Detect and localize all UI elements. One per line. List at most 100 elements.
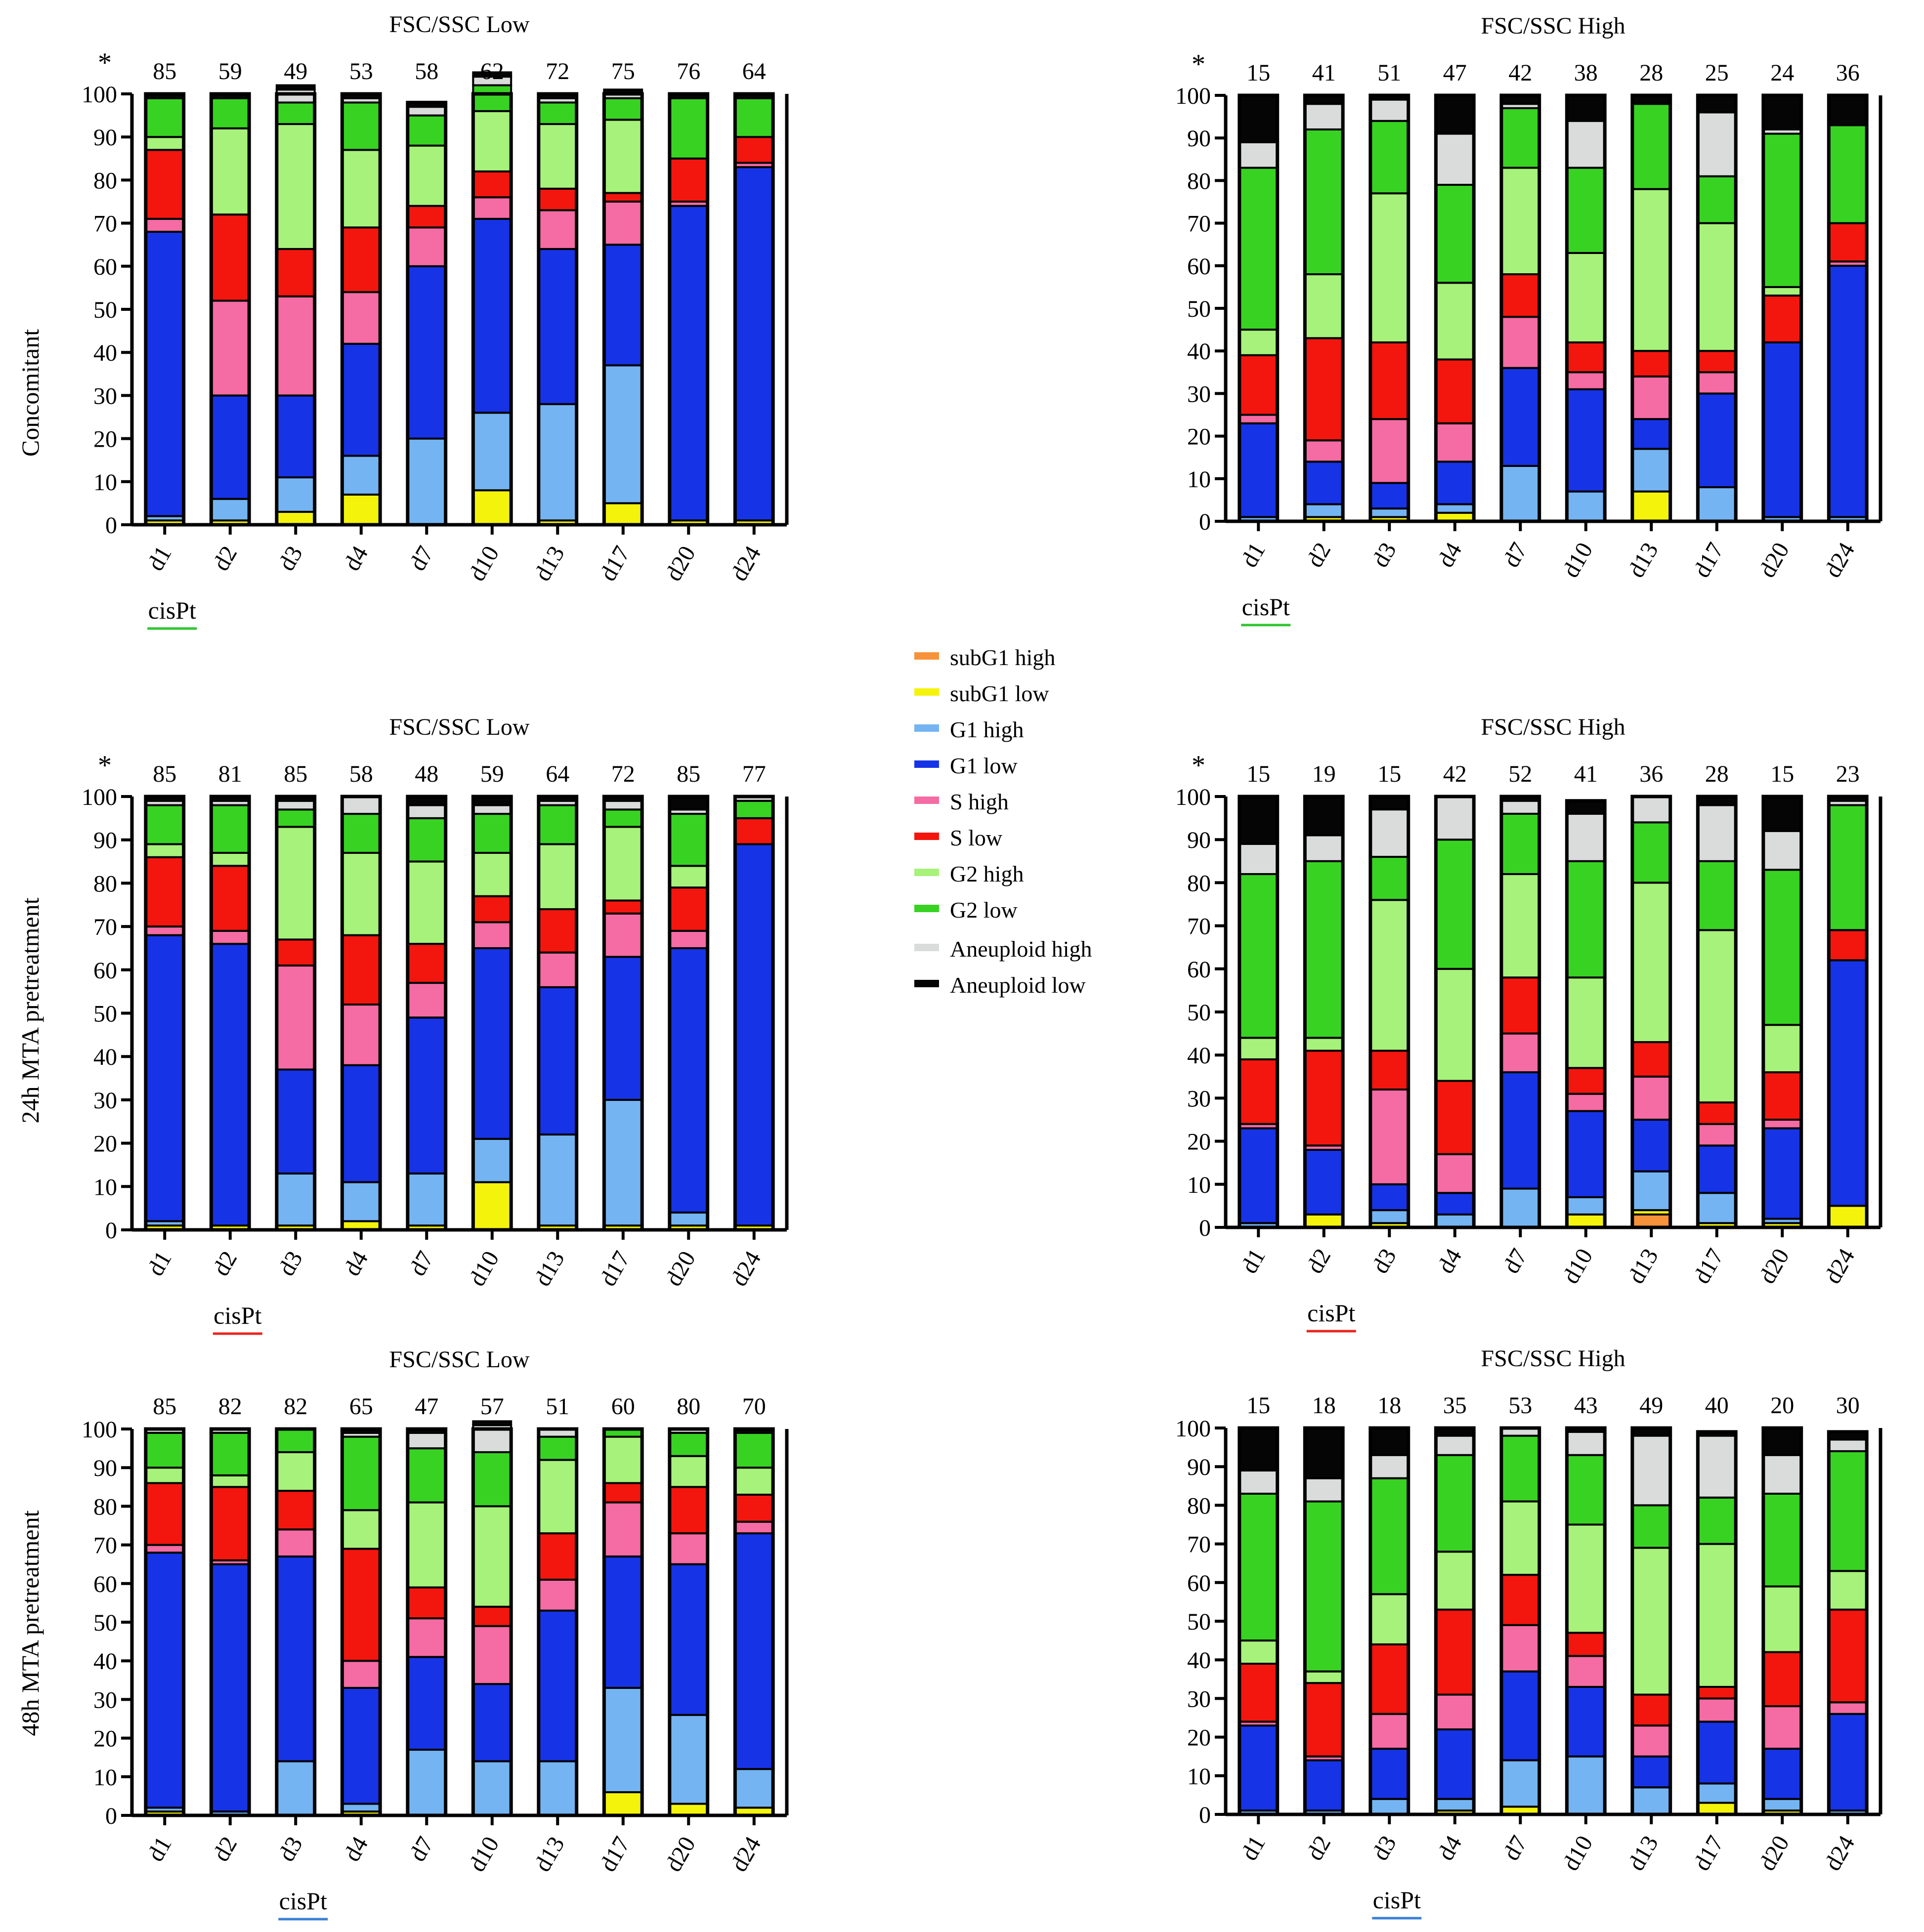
bar-segment-g2-high bbox=[1566, 252, 1606, 343]
count-label: 80 bbox=[677, 1393, 700, 1420]
bar-stack-d2 bbox=[1303, 93, 1345, 523]
bar-segment-g1-low bbox=[1304, 461, 1344, 505]
bar-segment-g1-low bbox=[1566, 388, 1606, 493]
count-label: 51 bbox=[546, 1393, 569, 1420]
x-tick-label: d2 bbox=[208, 542, 242, 575]
bar-stack-d20 bbox=[668, 1427, 710, 1817]
y-tick-label: 40 bbox=[1187, 1043, 1211, 1069]
cispt-label: cisPt bbox=[214, 1302, 261, 1329]
bar-segment-g1-low bbox=[1631, 1755, 1671, 1789]
bar-segment-g2-high bbox=[341, 852, 382, 936]
bar-segment-subg1-high bbox=[1631, 1213, 1671, 1229]
x-tick-label: d7 bbox=[1498, 1244, 1533, 1278]
y-tick-label: 60 bbox=[93, 1571, 117, 1597]
bar-segment-s-high bbox=[603, 912, 643, 958]
bar-segment-s-high bbox=[406, 982, 447, 1019]
bar-segment-g2-high bbox=[210, 127, 251, 216]
bar-segment-g2-high bbox=[472, 110, 513, 172]
bar-segment-g1-low bbox=[1631, 418, 1671, 450]
bar-segment-subg1-low bbox=[341, 493, 382, 526]
y-tick-label: 30 bbox=[1187, 381, 1211, 407]
x-tick-label: d20 bbox=[1754, 538, 1795, 582]
y-tick-label: 80 bbox=[1187, 168, 1211, 194]
bar-stack-d3 bbox=[1368, 795, 1411, 1229]
x-tick-label: d4 bbox=[339, 1832, 373, 1866]
x-tick-label: d20 bbox=[1754, 1831, 1795, 1875]
bar-segment-g1-high bbox=[1631, 1786, 1671, 1816]
x-tick-label: d3 bbox=[1367, 1244, 1402, 1278]
bar-segment-g1-low bbox=[472, 1683, 513, 1763]
x-tick-label: d10 bbox=[464, 1832, 504, 1876]
bar-segment-g2-low bbox=[1697, 860, 1737, 931]
count-label: 51 bbox=[1377, 60, 1401, 86]
count-label: 85 bbox=[153, 58, 176, 84]
x-tick-label: d2 bbox=[208, 1832, 242, 1866]
y-tick-label: 40 bbox=[1187, 1647, 1211, 1674]
bar-segment-s-high bbox=[1304, 439, 1344, 463]
bar-segment-g2-high bbox=[1369, 192, 1410, 343]
bar-segment-s-low bbox=[1566, 341, 1606, 374]
bar-segment-s-low bbox=[1828, 222, 1868, 263]
count-label: 85 bbox=[153, 1393, 176, 1420]
bar-segment-aneuploid-low bbox=[1369, 796, 1410, 811]
bar-segment-g2-low bbox=[472, 813, 513, 854]
bar-segment-g2-low bbox=[1762, 132, 1802, 288]
bar-segment-g2-high bbox=[1238, 329, 1279, 356]
bar-segment-g2-low bbox=[341, 813, 382, 854]
chart-panel-4: FSC/SSC High 0 10 20 30 40 50 60 70 80 90 100 d1 15 d2… bbox=[1175, 714, 1882, 1333]
bar-segment-s-low bbox=[1697, 1101, 1737, 1125]
bar-segment-s-high bbox=[537, 951, 578, 988]
bar-segment-g1-high bbox=[472, 1760, 513, 1817]
y-tick-label: 70 bbox=[1187, 1532, 1211, 1558]
bar-segment-g2-high bbox=[144, 136, 185, 151]
bar-segment-s-low bbox=[1697, 1685, 1737, 1700]
bar-segment-g1-high bbox=[668, 1211, 709, 1227]
legend-label-g2-low: G2 low bbox=[950, 897, 1018, 923]
bar-segment-s-high bbox=[1238, 414, 1279, 424]
y-tick-label: 70 bbox=[1187, 914, 1211, 940]
bar-segment-s-low bbox=[1435, 1608, 1475, 1696]
bar-segment-g1-high bbox=[1369, 1209, 1410, 1224]
bar-segment-s-low bbox=[1828, 929, 1868, 962]
bar-segment-g2-low bbox=[537, 1435, 578, 1461]
y-tick-label: 10 bbox=[93, 469, 117, 496]
bar-segment-s-high bbox=[210, 929, 251, 945]
bar-segment-subg1-low bbox=[472, 489, 513, 526]
bar-segment-g1-low bbox=[603, 244, 643, 367]
count-label: 81 bbox=[218, 761, 242, 787]
bar-segment-s-low bbox=[668, 886, 709, 932]
x-tick-label: d1 bbox=[1236, 1244, 1271, 1278]
bar-segment-aneuploid-low bbox=[472, 1420, 513, 1427]
bar-segment-aneuploid-high bbox=[1566, 120, 1606, 169]
bar-stack-d10 bbox=[471, 71, 513, 527]
bar-segment-subg1-low bbox=[472, 1181, 513, 1231]
bar-segment-g1-high bbox=[603, 1686, 643, 1794]
bar-segment-s-low bbox=[537, 1532, 578, 1581]
chart-title: FSC/SSC High bbox=[1481, 714, 1625, 740]
bar-stack-d1 bbox=[1238, 93, 1280, 523]
x-tick-label: d7 bbox=[404, 1832, 439, 1866]
count-label: 20 bbox=[1770, 1392, 1794, 1419]
count-label: 65 bbox=[349, 1393, 373, 1420]
bar-segment-g1-high bbox=[1697, 486, 1737, 522]
bar-stack-d2 bbox=[1303, 795, 1345, 1229]
bar-segment-g2-low bbox=[275, 101, 316, 126]
bar-segment-g1-low bbox=[210, 394, 251, 500]
bar-segment-s-low bbox=[1697, 350, 1737, 374]
bar-segment-g1-low bbox=[1435, 1192, 1475, 1216]
y-tick-label: 30 bbox=[93, 1687, 117, 1713]
y-tick-label: 40 bbox=[93, 1648, 117, 1675]
y-tick-label: 10 bbox=[93, 1174, 117, 1200]
bar-segment-g1-high bbox=[406, 1749, 447, 1817]
legend-label-g1-low: G1 low bbox=[950, 753, 1018, 778]
bar-segment-g1-high bbox=[275, 1760, 316, 1817]
bar-stack-d13 bbox=[1630, 795, 1672, 1229]
chart-panel-5: FSC/SSC Low 48h MTA pretreatment 0 10 20 30 40… bbox=[16, 1346, 789, 1921]
bar-segment-aneuploid-high bbox=[1238, 1470, 1279, 1495]
chart-panel-1: FSC/SSC Low Concomitant 0 10 20 30 40 50 60 70 80 9… bbox=[16, 11, 789, 630]
bar-segment-s-low bbox=[1500, 976, 1540, 1035]
y-tick-label: 20 bbox=[93, 1131, 117, 1157]
y-tick-label: 90 bbox=[1187, 827, 1211, 853]
x-tick-label: d7 bbox=[404, 1247, 439, 1280]
legend-label-s-low: S low bbox=[950, 825, 1003, 850]
